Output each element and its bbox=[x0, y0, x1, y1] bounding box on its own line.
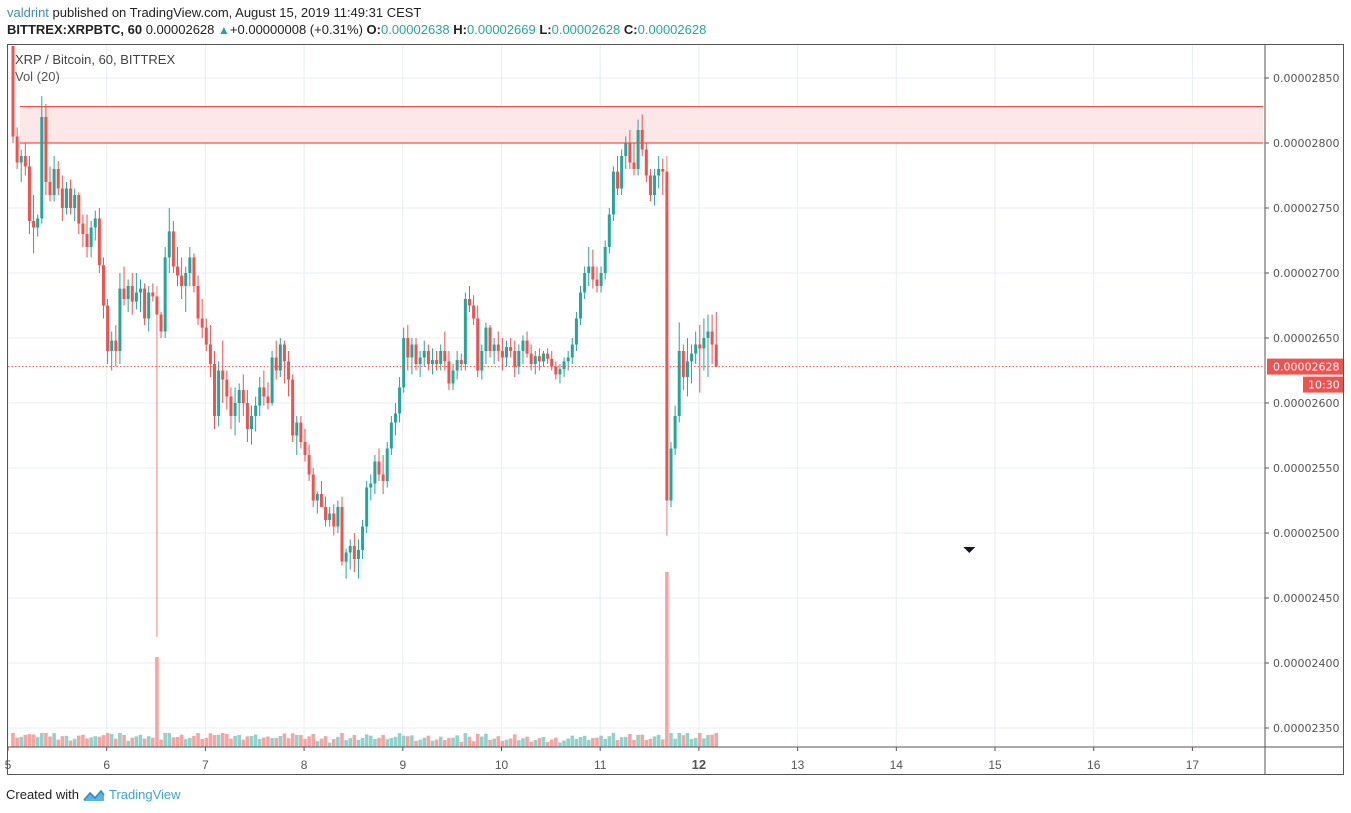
time-tick-label: 15 bbox=[988, 758, 1002, 772]
last-price: 0.00002628 bbox=[145, 22, 215, 37]
low-value: 0.00002628 bbox=[551, 22, 621, 37]
countdown-badge: 10:30 bbox=[1308, 379, 1340, 392]
time-tick-label: 12 bbox=[692, 757, 706, 772]
price-tick-label: 0.00002850 bbox=[1273, 72, 1339, 85]
price-tick-label: 0.00002700 bbox=[1273, 267, 1339, 280]
published-text: published on TradingView.com, August 15,… bbox=[52, 5, 422, 20]
triangle-up-icon: ▲ bbox=[218, 23, 230, 37]
time-tick-label: 11 bbox=[594, 758, 607, 772]
price-tick-label: 0.00002450 bbox=[1273, 592, 1339, 605]
price-tick-label: 0.00002350 bbox=[1273, 722, 1339, 735]
publish-info: valdrint published on TradingView.com, A… bbox=[7, 5, 421, 20]
symbol-label: BITTREX:XRPBTC, 60 bbox=[7, 22, 143, 37]
volume-legend[interactable]: Vol (20) bbox=[15, 69, 60, 84]
time-tick-label: 10 bbox=[495, 758, 509, 772]
price-axis[interactable]: 0.00002850 0.00002800 0.00002750 0.00002700… bbox=[1265, 72, 1343, 735]
author-link[interactable]: valdrint bbox=[7, 5, 49, 20]
open-label: O: bbox=[366, 22, 381, 37]
time-tick-label: 6 bbox=[103, 758, 110, 772]
high-label: H: bbox=[453, 22, 468, 37]
close-value: 0.00002628 bbox=[637, 22, 707, 37]
price-tick-label: 0.00002500 bbox=[1273, 527, 1339, 540]
axes bbox=[8, 45, 1344, 775]
price-tick-label: 0.00002550 bbox=[1273, 462, 1339, 475]
price-tick-label: 0.00002750 bbox=[1273, 202, 1339, 215]
price-change: +0.00000008 (+0.31%) bbox=[229, 22, 363, 37]
time-tick-label: 13 bbox=[791, 758, 805, 772]
price-tick-label: 0.00002600 bbox=[1273, 397, 1339, 410]
candlesticks bbox=[11, 46, 718, 637]
time-tick-label: 5 bbox=[5, 758, 12, 772]
symbol-info-bar: BITTREX:XRPBTC, 60 0.00002628 ▲+0.000000… bbox=[7, 22, 706, 37]
close-label: C: bbox=[623, 22, 638, 37]
chart-frame bbox=[7, 44, 1344, 775]
open-value: 0.00002638 bbox=[380, 22, 450, 37]
arrow-down-icon bbox=[963, 547, 976, 553]
volume-bars bbox=[11, 572, 719, 747]
time-axis[interactable]: 5 6 7 8 9 10 11 12 13 14 15 16 17 bbox=[5, 747, 1200, 772]
time-tick-label: 17 bbox=[1186, 758, 1200, 772]
created-with-text: Created with bbox=[6, 787, 79, 802]
low-label: L: bbox=[539, 22, 552, 37]
tradingview-logo-icon bbox=[83, 789, 105, 801]
series-legend[interactable]: XRP / Bitcoin, 60, BITTREX bbox=[15, 52, 176, 67]
last-price-badge: 0.00002628 bbox=[1273, 361, 1339, 374]
price-tick-label: 0.00002800 bbox=[1273, 137, 1339, 150]
time-tick-label: 14 bbox=[890, 758, 904, 772]
tradingview-link[interactable]: TradingView bbox=[108, 787, 181, 802]
chart-grid bbox=[7, 45, 1265, 747]
footer: Created with TradingView bbox=[6, 787, 181, 802]
time-tick-label: 9 bbox=[399, 758, 406, 772]
time-tick-label: 8 bbox=[301, 758, 308, 772]
time-tick-label: 16 bbox=[1087, 758, 1101, 772]
price-tick-label: 0.00002400 bbox=[1273, 657, 1339, 670]
price-tick-label: 0.00002650 bbox=[1273, 332, 1339, 345]
time-tick-label: 7 bbox=[202, 758, 209, 772]
high-value: 0.00002669 bbox=[467, 22, 536, 37]
